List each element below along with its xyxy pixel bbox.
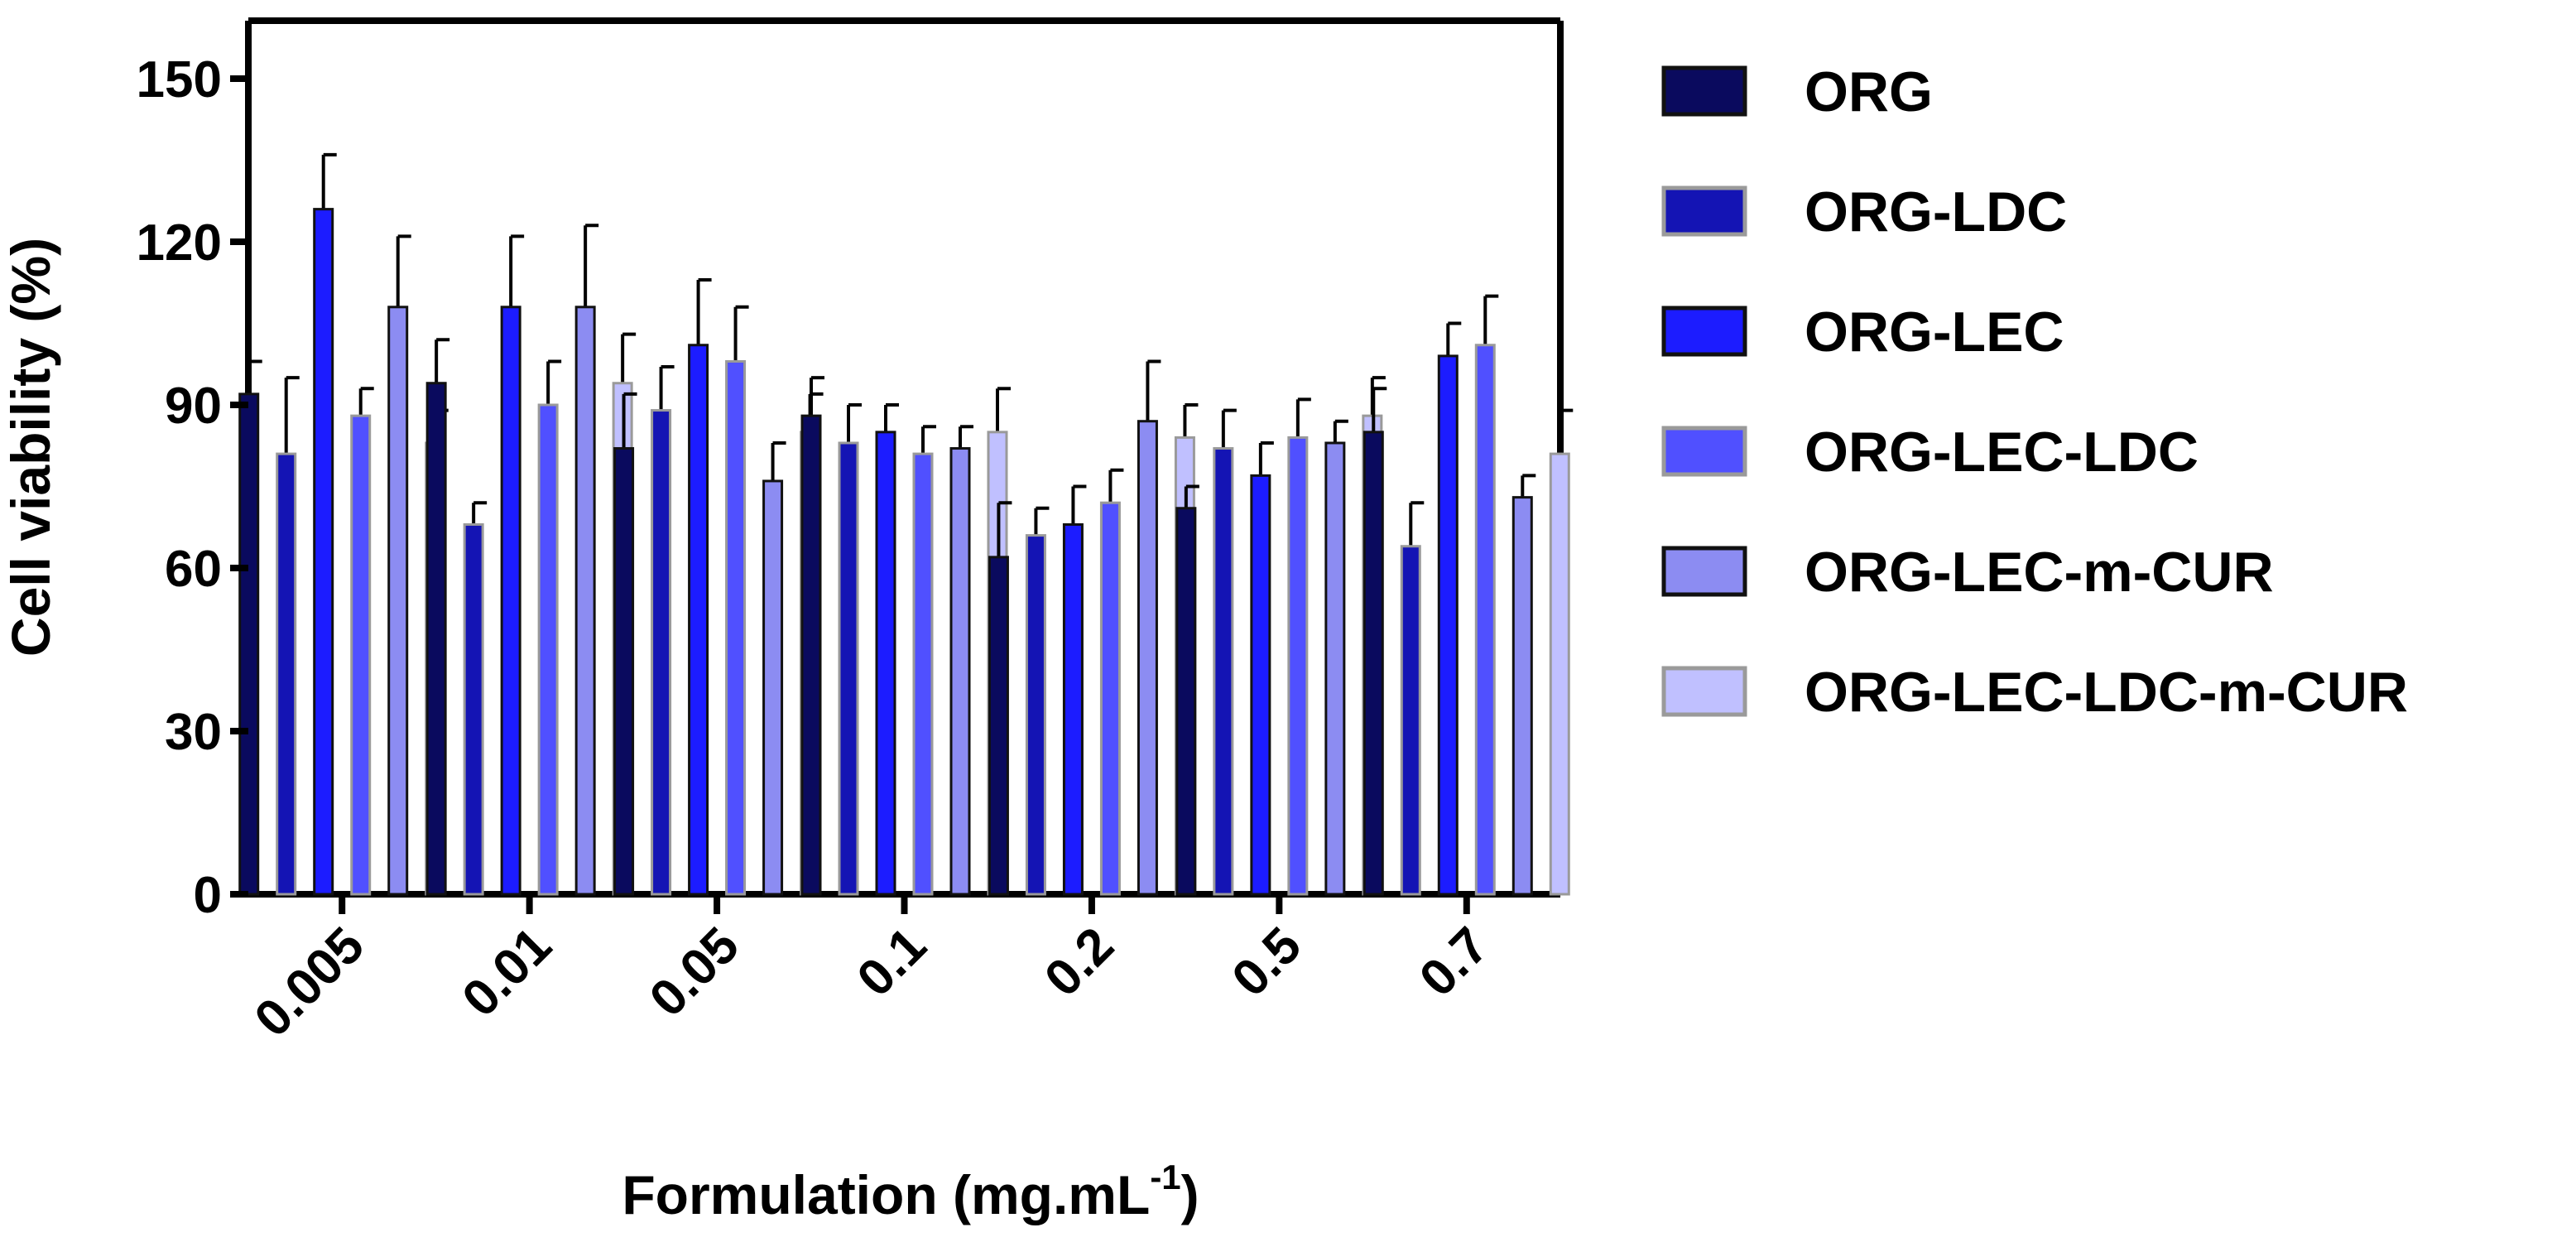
- bar: [1062, 522, 1084, 896]
- legend-swatch: [1661, 306, 1747, 357]
- bar: [800, 414, 822, 896]
- legend: ORG ORG-LDC ORG-LEC ORG-LEC-LDC ORG-LEC-m-CU…: [1661, 60, 2408, 724]
- legend-label: ORG-LEC: [1805, 301, 2064, 363]
- bar: [651, 409, 672, 896]
- bar: [1474, 344, 1496, 896]
- bar: [1175, 507, 1197, 896]
- y-tick-label: 30: [165, 704, 222, 761]
- legend-swatch: [1661, 546, 1747, 597]
- bar: [1137, 420, 1158, 896]
- bar: [1400, 545, 1421, 896]
- bars-layer: [238, 152, 1574, 896]
- y-axis: 0 30 60 90 120 150: [137, 51, 248, 924]
- bar: [725, 359, 747, 896]
- bar: [688, 344, 709, 896]
- bar: [1099, 501, 1121, 896]
- bar: [1250, 474, 1271, 896]
- bar: [1362, 431, 1384, 896]
- x-tick-label: 0.7: [1409, 917, 1500, 1008]
- y-tick-label: 90: [165, 378, 222, 435]
- x-tick-label: 0.2: [1034, 917, 1125, 1008]
- x-tick-label: 0.05: [639, 917, 750, 1028]
- y-axis-title: Cell viability (%): [0, 238, 61, 657]
- legend-swatch: [1661, 426, 1747, 477]
- x-axis-title-suffix: ): [1181, 1164, 1199, 1225]
- bar: [838, 441, 859, 896]
- bar: [1437, 354, 1459, 896]
- bar: [912, 452, 934, 896]
- x-tick-label: 0.5: [1222, 917, 1313, 1008]
- x-axis-title-main: Formulation (mg.mL: [622, 1164, 1150, 1225]
- y-tick-label: 60: [165, 541, 222, 598]
- x-tick-label: 0.01: [451, 917, 562, 1028]
- legend-label: ORG-LEC-LDC-m-CUR: [1805, 661, 2408, 724]
- bar: [613, 447, 635, 896]
- bar: [238, 392, 260, 896]
- legend-label: ORG-LEC-m-CUR: [1805, 541, 2274, 604]
- bar: [425, 382, 447, 896]
- x-tick-label: 0.005: [244, 917, 376, 1048]
- bar: [500, 306, 521, 896]
- bar: [276, 452, 297, 896]
- bar: [1324, 441, 1346, 896]
- legend-label: ORG-LDC: [1805, 181, 2067, 243]
- bar: [537, 403, 559, 896]
- y-tick-label: 120: [137, 214, 222, 272]
- x-axis-title-superscript: -1: [1150, 1158, 1180, 1196]
- bar: [762, 479, 784, 896]
- legend-swatch: [1661, 65, 1747, 117]
- legend-swatch: [1661, 666, 1747, 717]
- legend-label: ORG: [1805, 60, 1933, 123]
- bar: [1213, 447, 1234, 896]
- y-tick-label: 150: [137, 51, 222, 108]
- bar: [574, 306, 596, 896]
- bar: [988, 556, 1009, 896]
- x-tick-label: 0.1: [847, 917, 938, 1008]
- x-axis: 0.005 0.01 0.05 0.1 0.2 0.5 0.7: [244, 894, 1500, 1048]
- bar: [350, 414, 372, 896]
- bar: [387, 306, 409, 896]
- bar: [313, 208, 334, 896]
- bar: [1025, 534, 1046, 896]
- y-tick-label: 0: [194, 867, 222, 924]
- bar: [1511, 496, 1533, 896]
- bar: [463, 522, 484, 896]
- bar: [875, 431, 896, 896]
- bar: [1287, 436, 1309, 896]
- bar: [949, 447, 971, 896]
- legend-swatch: [1661, 185, 1747, 237]
- x-axis-title: Formulation (mg.mL-1): [622, 1158, 1199, 1225]
- legend-label: ORG-LEC-LDC: [1805, 421, 2199, 484]
- bar: [1549, 452, 1570, 896]
